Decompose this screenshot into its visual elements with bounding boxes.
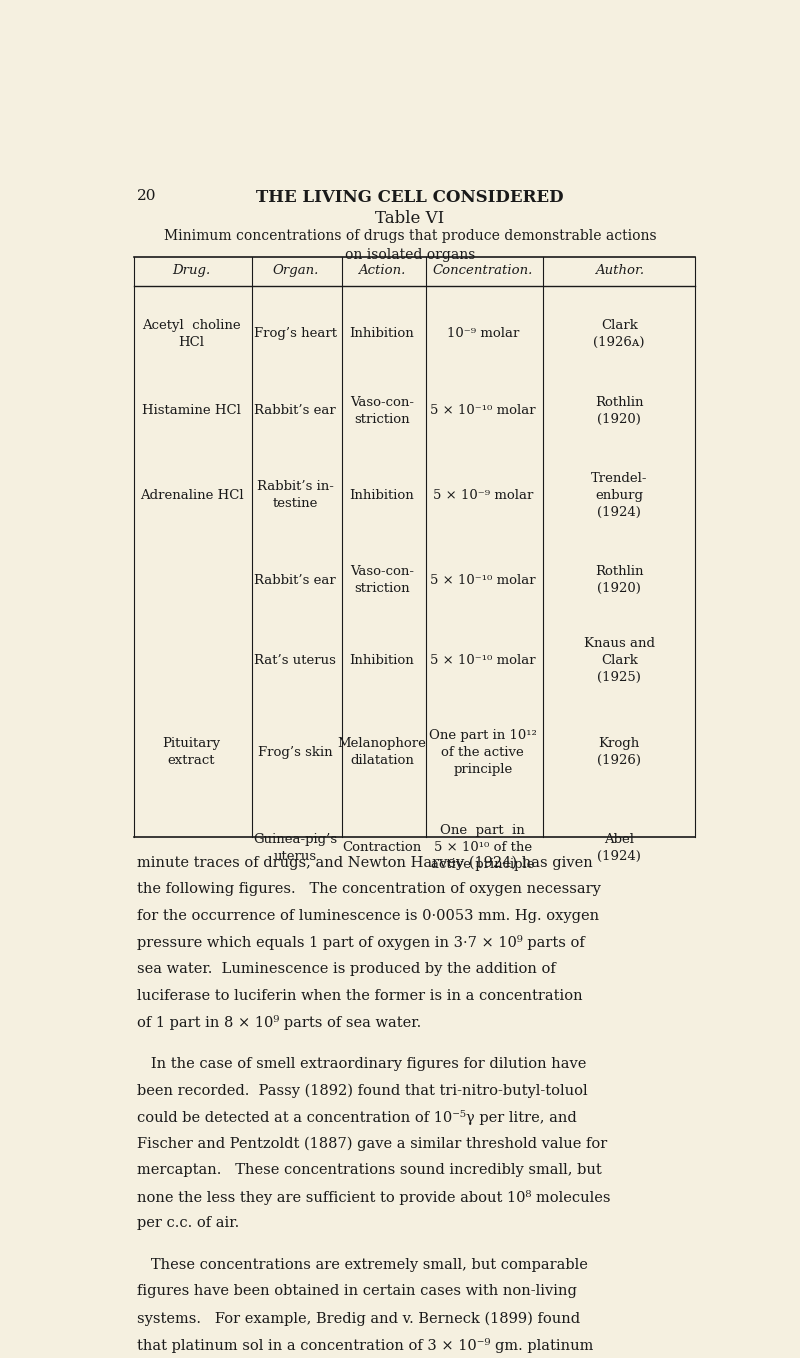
Text: could be detected at a concentration of 10⁻⁵γ per litre, and: could be detected at a concentration of … [138, 1109, 577, 1124]
Text: Histamine HCl: Histamine HCl [142, 405, 241, 417]
Text: pressure which equals 1 part of oxygen in 3·7 × 10⁹ parts of: pressure which equals 1 part of oxygen i… [138, 936, 585, 951]
Text: 5 × 10⁻¹⁰ molar: 5 × 10⁻¹⁰ molar [430, 655, 536, 667]
Text: sea water.  Luminescence is produced by the addition of: sea water. Luminescence is produced by t… [138, 961, 556, 976]
Text: Melanophore
dilatation: Melanophore dilatation [338, 737, 426, 767]
Text: none the less they are sufficient to provide about 10⁸ molecules: none the less they are sufficient to pro… [138, 1190, 610, 1205]
Text: mercaptan.   These concentrations sound incredibly small, but: mercaptan. These concentrations sound in… [138, 1164, 602, 1177]
Text: Rothlin
(1920): Rothlin (1920) [595, 395, 643, 426]
Text: Minimum concentrations of drugs that produce demonstrable actions
on isolated or: Minimum concentrations of drugs that pro… [164, 230, 656, 262]
Text: In the case of smell extraordinary figures for dilution have: In the case of smell extraordinary figur… [138, 1057, 586, 1070]
Text: Rat’s uterus: Rat’s uterus [254, 655, 336, 667]
Text: per c.c. of air.: per c.c. of air. [138, 1217, 239, 1230]
Text: Adrenaline HCl: Adrenaline HCl [140, 489, 243, 502]
Text: Rabbit’s ear: Rabbit’s ear [254, 405, 336, 417]
Text: Action.: Action. [358, 265, 406, 277]
Text: Clark
(1926ᴀ): Clark (1926ᴀ) [594, 319, 645, 349]
Text: Table VI: Table VI [375, 210, 445, 227]
Text: that platinum sol in a concentration of 3 × 10⁻⁹ gm. platinum: that platinum sol in a concentration of … [138, 1338, 594, 1353]
Text: 5 × 10⁻⁹ molar: 5 × 10⁻⁹ molar [433, 489, 533, 502]
Text: Vaso-con-
striction: Vaso-con- striction [350, 565, 414, 595]
Text: been recorded.  Passy (1892) found that tri-nitro-butyl-toluol: been recorded. Passy (1892) found that t… [138, 1084, 588, 1097]
Text: One part in 10¹²
of the active
principle: One part in 10¹² of the active principle [429, 729, 537, 775]
Text: 10⁻⁹ molar: 10⁻⁹ molar [446, 327, 519, 341]
Text: Abel
(1924): Abel (1924) [598, 832, 641, 862]
Text: for the occurrence of luminescence is 0·0053 mm. Hg. oxygen: for the occurrence of luminescence is 0·… [138, 909, 599, 922]
Text: Inhibition: Inhibition [350, 489, 414, 502]
Text: Guinea-pig’s
uterus: Guinea-pig’s uterus [254, 832, 338, 862]
Text: figures have been obtained in certain cases with non-living: figures have been obtained in certain ca… [138, 1285, 577, 1298]
Text: Frog’s skin: Frog’s skin [258, 746, 333, 759]
Text: Trendel-
enburg
(1924): Trendel- enburg (1924) [591, 473, 647, 519]
Text: Rabbit’s in-
testine: Rabbit’s in- testine [257, 481, 334, 511]
Text: Rabbit’s ear: Rabbit’s ear [254, 573, 336, 587]
Text: Organ.: Organ. [272, 265, 318, 277]
Text: Author.: Author. [594, 265, 644, 277]
Text: systems.   For example, Bredig and v. Berneck (1899) found: systems. For example, Bredig and v. Bern… [138, 1310, 580, 1325]
Text: the following figures.   The concentration of oxygen necessary: the following figures. The concentration… [138, 881, 601, 896]
Text: luciferase to luciferin when the former is in a concentration: luciferase to luciferin when the former … [138, 989, 583, 1002]
Text: Knaus and
Clark
(1925): Knaus and Clark (1925) [584, 637, 654, 684]
Text: These concentrations are extremely small, but comparable: These concentrations are extremely small… [138, 1258, 588, 1272]
Text: Concentration.: Concentration. [433, 265, 533, 277]
Text: One  part  in
5 × 10¹⁰ of the
active principle: One part in 5 × 10¹⁰ of the active princ… [431, 824, 534, 872]
Text: Acetyl  choline
HCl: Acetyl choline HCl [142, 319, 241, 349]
Text: Vaso-con-
striction: Vaso-con- striction [350, 395, 414, 426]
Text: Inhibition: Inhibition [350, 655, 414, 667]
Text: of 1 part in 8 × 10⁹ parts of sea water.: of 1 part in 8 × 10⁹ parts of sea water. [138, 1016, 422, 1031]
Text: Frog’s heart: Frog’s heart [254, 327, 337, 341]
Text: Fischer and Pentzoldt (1887) gave a similar threshold value for: Fischer and Pentzoldt (1887) gave a simi… [138, 1137, 607, 1150]
Text: Inhibition: Inhibition [350, 327, 414, 341]
Text: 5 × 10⁻¹⁰ molar: 5 × 10⁻¹⁰ molar [430, 405, 536, 417]
Text: Drug.: Drug. [172, 265, 210, 277]
Text: 20: 20 [138, 189, 157, 204]
Text: 5 × 10⁻¹⁰ molar: 5 × 10⁻¹⁰ molar [430, 573, 536, 587]
Text: minute traces of drugs, and Newton Harvey (1924) has given: minute traces of drugs, and Newton Harve… [138, 856, 593, 869]
Text: Pituitary
extract: Pituitary extract [162, 737, 221, 767]
Text: Contraction: Contraction [342, 842, 422, 854]
Text: THE LIVING CELL CONSIDERED: THE LIVING CELL CONSIDERED [256, 189, 564, 206]
Text: Krogh
(1926): Krogh (1926) [598, 737, 642, 767]
Text: Rothlin
(1920): Rothlin (1920) [595, 565, 643, 595]
